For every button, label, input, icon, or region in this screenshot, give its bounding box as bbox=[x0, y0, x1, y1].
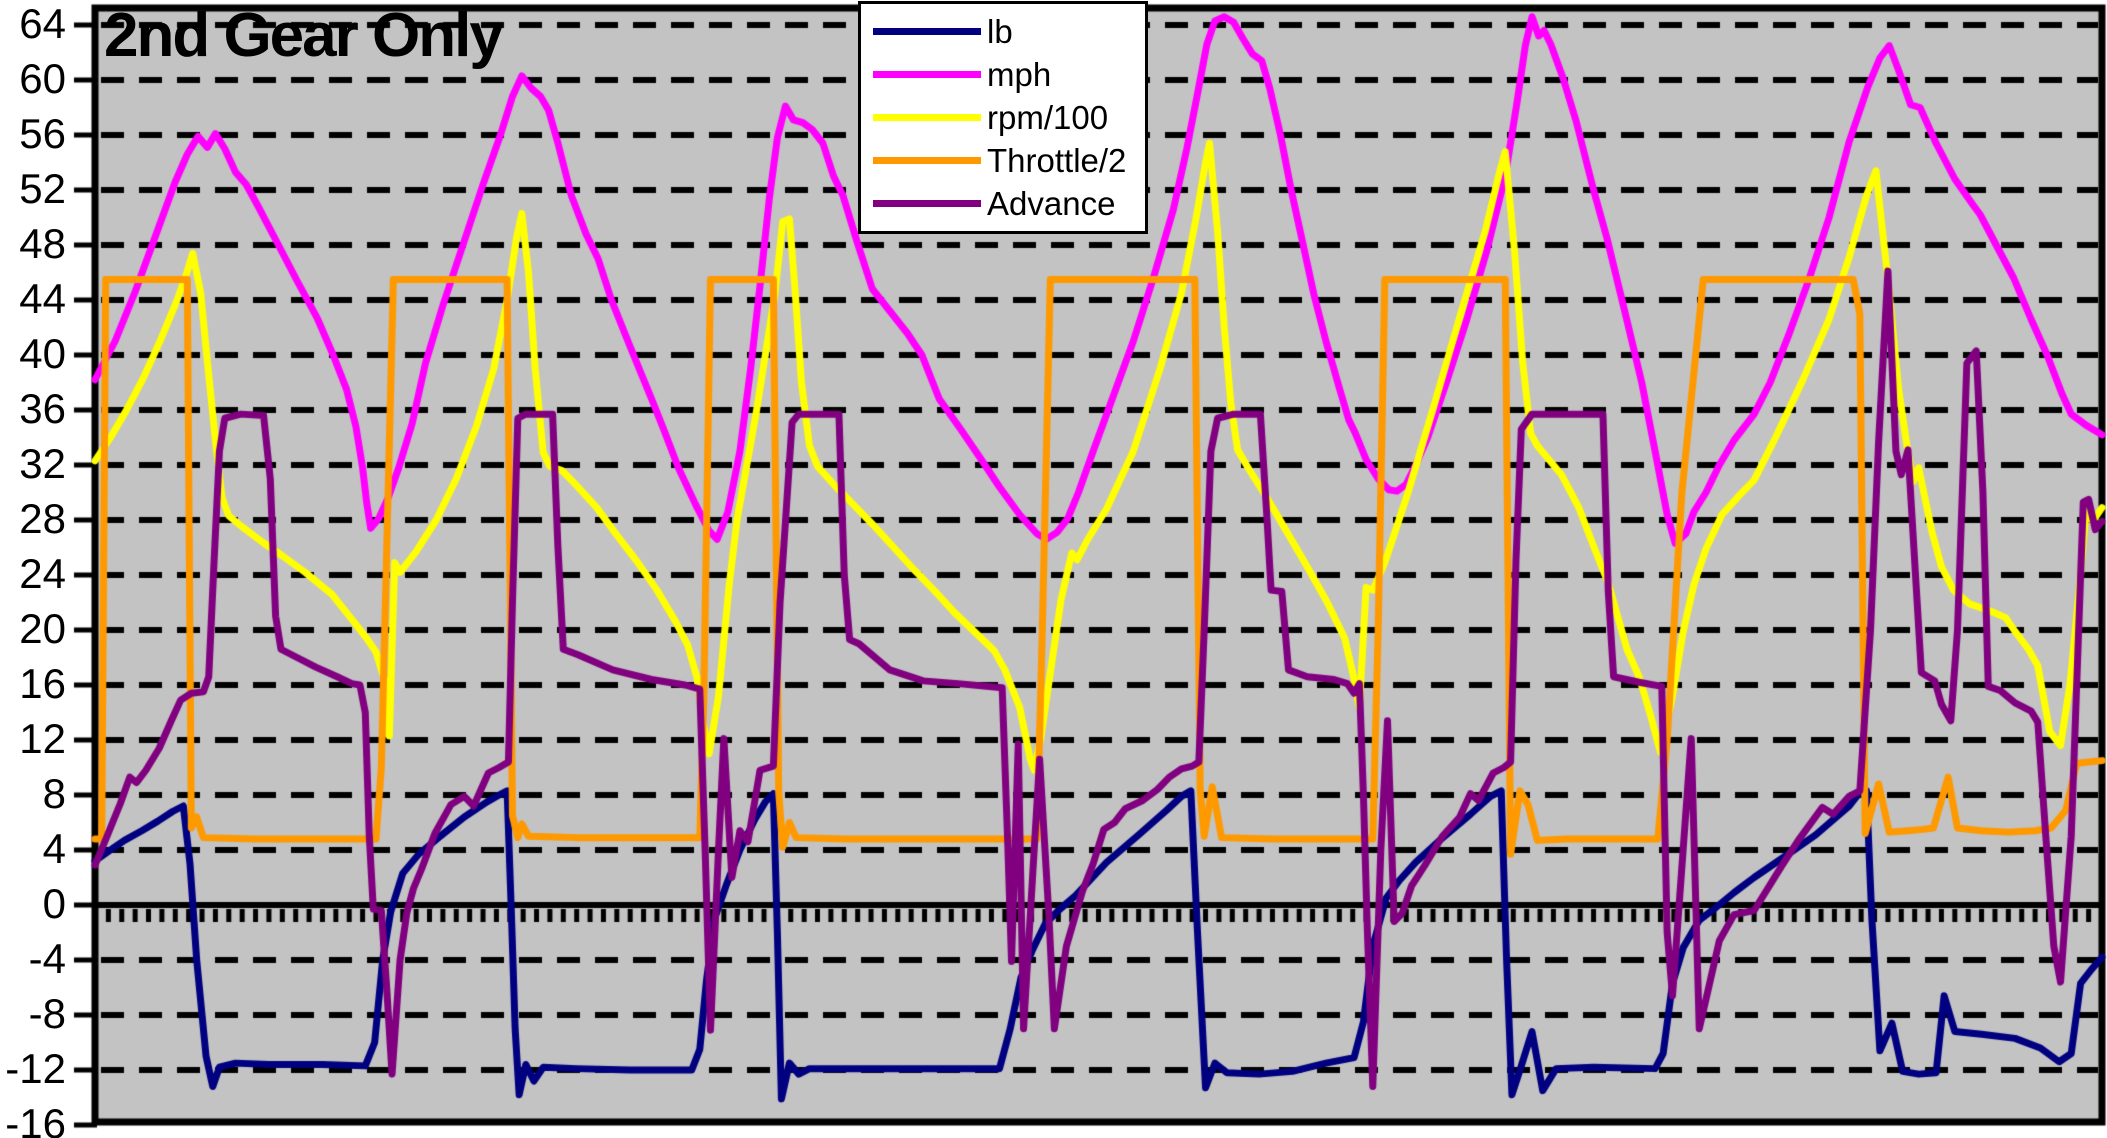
y-axis-label: 16 bbox=[19, 660, 66, 708]
y-axis-label: 4 bbox=[42, 825, 66, 873]
legend-item-rpm-100: rpm/100 bbox=[873, 98, 1145, 138]
legend-item-advance: Advance bbox=[873, 184, 1145, 224]
legend-label: Throttle/2 bbox=[987, 141, 1127, 179]
y-axis-labels: 64 60 56 52 48 44 40 36 32 28 24 20 16 12 8 4 0 -4 -8 -12 -1… bbox=[0, 0, 70, 1138]
y-axis-label: 32 bbox=[19, 440, 66, 488]
y-axis-label: -8 bbox=[28, 990, 66, 1038]
y-axis-label: 64 bbox=[19, 0, 66, 48]
y-axis-label: 20 bbox=[19, 605, 66, 653]
y-axis-label: 24 bbox=[19, 550, 66, 598]
legend-line-swatch bbox=[873, 114, 981, 121]
legend-label: mph bbox=[987, 55, 1052, 93]
y-axis-label: 8 bbox=[42, 770, 66, 818]
y-axis-label: 36 bbox=[19, 385, 66, 433]
legend-line-swatch bbox=[873, 71, 981, 78]
y-axis-label: -16 bbox=[5, 1100, 66, 1138]
legend-line-swatch bbox=[873, 28, 981, 35]
y-axis-label: 44 bbox=[19, 275, 66, 323]
y-axis-label: 56 bbox=[19, 110, 66, 158]
legend-label: Advance bbox=[987, 184, 1116, 222]
legend-item-lb: lb bbox=[873, 12, 1145, 52]
y-axis-label: 60 bbox=[19, 55, 66, 103]
legend-line-swatch bbox=[873, 157, 981, 164]
legend-item-mph: mph bbox=[873, 55, 1145, 95]
chart-title: 2nd Gear Only bbox=[104, 1, 504, 70]
legend: lb mph rpm/100 Throttle/2 Advance bbox=[858, 1, 1148, 234]
y-axis-label: 28 bbox=[19, 495, 66, 543]
legend-item-throttle-2: Throttle/2 bbox=[873, 141, 1145, 181]
legend-line-swatch bbox=[873, 200, 981, 207]
y-axis-label: 52 bbox=[19, 165, 66, 213]
y-axis-label: -4 bbox=[28, 935, 66, 983]
y-axis-label: 0 bbox=[42, 880, 66, 928]
y-axis-label: 12 bbox=[19, 715, 66, 763]
legend-label: lb bbox=[987, 12, 1013, 50]
y-axis-label: -12 bbox=[5, 1045, 66, 1093]
y-axis-label: 48 bbox=[19, 220, 66, 268]
y-axis-label: 40 bbox=[19, 330, 66, 378]
legend-label: rpm/100 bbox=[987, 98, 1109, 136]
